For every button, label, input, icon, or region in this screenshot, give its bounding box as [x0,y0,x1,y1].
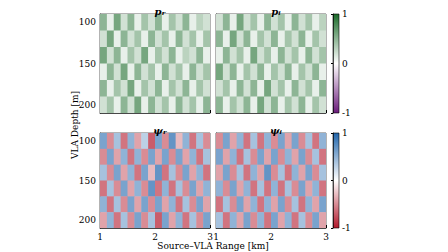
svg-text:pᵢ: pᵢ [271,6,281,17]
svg-text:ψᵢ: ψᵢ [270,125,282,136]
svg-text:150: 150 [79,176,96,186]
svg-text:0: 0 [342,59,348,69]
svg-text:3: 3 [323,232,329,242]
svg-text:-1: -1 [342,108,351,118]
svg-text:Source–VLA Range [km]: Source–VLA Range [km] [157,241,269,251]
svg-text:ψᵣ: ψᵣ [153,125,167,136]
svg-text:1: 1 [342,9,348,19]
svg-text:0: 0 [342,176,348,186]
svg-text:-1: -1 [342,223,351,233]
svg-text:pᵣ: pᵣ [154,6,166,17]
svg-text:2: 2 [268,232,274,242]
svg-text:VLA Depth [m]: VLA Depth [m] [69,91,80,159]
svg-text:100: 100 [79,17,96,27]
svg-text:3: 3 [207,231,213,242]
svg-text:200: 200 [79,215,96,225]
svg-text:1: 1 [342,128,348,138]
svg-text:2: 2 [152,232,158,242]
svg-text:150: 150 [79,59,96,69]
svg-text:100: 100 [79,136,96,146]
svg-text:200: 200 [79,100,96,110]
svg-text:1: 1 [213,232,219,242]
svg-text:1: 1 [97,232,103,242]
